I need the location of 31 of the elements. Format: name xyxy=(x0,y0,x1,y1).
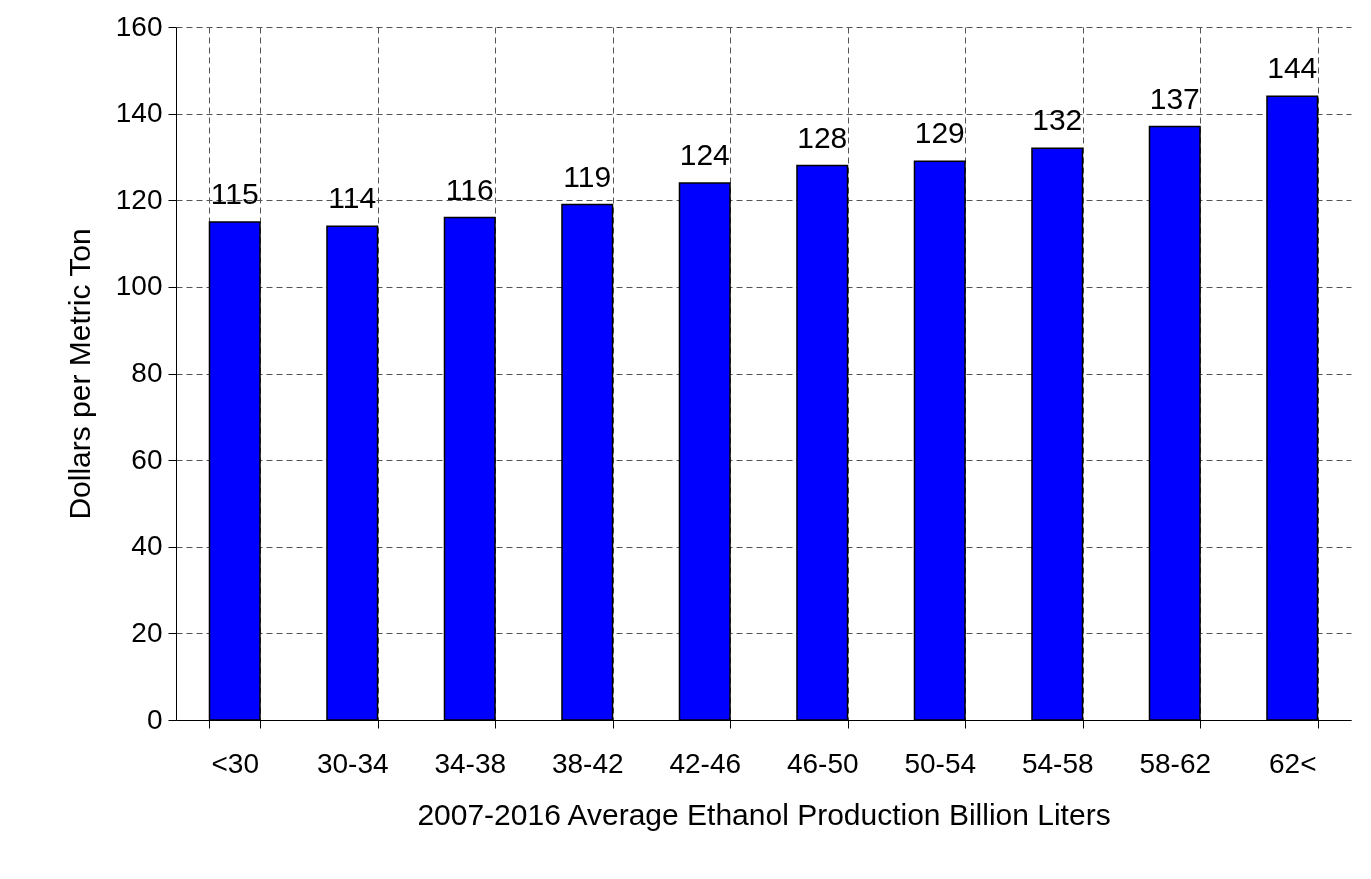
data-label: 144 xyxy=(1267,51,1318,85)
data-label: 129 xyxy=(914,116,965,150)
y-tick-label: 80 xyxy=(131,357,163,388)
y-tick-label: 60 xyxy=(131,443,163,475)
x-tick-label: 42-46 xyxy=(669,747,742,779)
y-tick-label: 40 xyxy=(131,530,163,562)
x-tick-label: 46-50 xyxy=(786,747,859,779)
data-label: 115 xyxy=(210,176,259,210)
x-tick-label: 38-42 xyxy=(551,747,624,779)
y-tick-label: 20 xyxy=(131,616,163,648)
y-tick-label: 160 xyxy=(115,10,163,42)
data-label: 116 xyxy=(445,172,494,206)
x-tick-label: 58-62 xyxy=(1139,747,1212,779)
x-tick-label: <30 xyxy=(211,747,259,779)
data-label: 128 xyxy=(797,120,848,154)
y-tick-label: 120 xyxy=(115,183,163,215)
y-tick-label: 100 xyxy=(115,270,163,302)
x-tick-label: 50-54 xyxy=(904,747,977,779)
x-tick-label: 30-34 xyxy=(316,747,389,779)
data-label: 124 xyxy=(679,137,730,171)
data-label: 114 xyxy=(328,181,377,215)
y-tick-label: 0 xyxy=(146,703,163,735)
x-tick-label: 34-38 xyxy=(434,747,507,779)
y-axis-title: Dollars per Metric Ton xyxy=(62,228,96,520)
x-tick-label: 54-58 xyxy=(1021,747,1094,779)
data-label: 119 xyxy=(563,159,612,193)
y-tick-label: 140 xyxy=(115,97,163,129)
x-axis-title: 2007-2016 Average Ethanol Production Billion Liters xyxy=(417,797,1111,831)
data-label: 137 xyxy=(1149,81,1200,115)
data-label: 132 xyxy=(1032,103,1083,137)
x-tick-label: 62< xyxy=(1269,747,1317,779)
